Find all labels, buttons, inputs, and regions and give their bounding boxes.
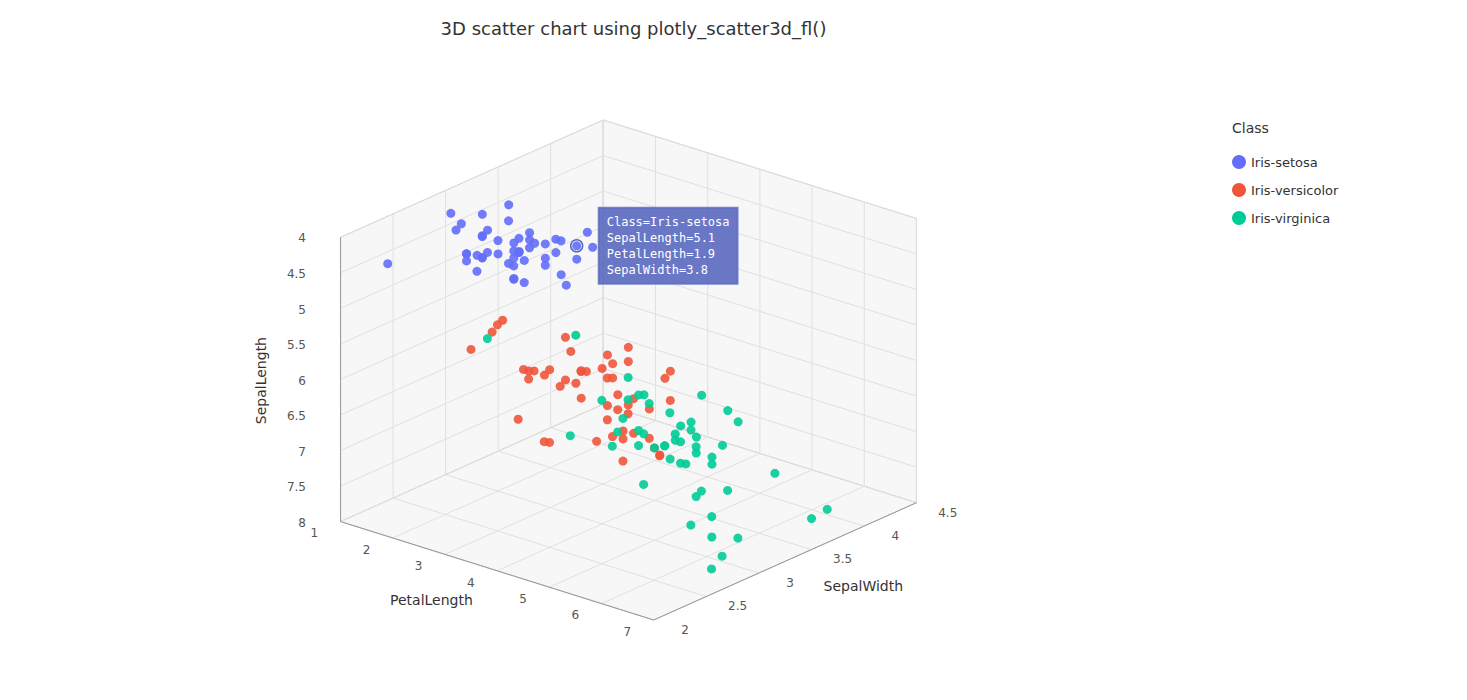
svg-text:2.5: 2.5 (728, 599, 747, 613)
svg-text:4: 4 (891, 529, 899, 543)
svg-text:SepalWidth: SepalWidth (824, 578, 904, 594)
svg-text:6: 6 (571, 608, 579, 622)
svg-text:4.5: 4.5 (938, 506, 957, 520)
svg-text:SepalLength: SepalLength (253, 337, 269, 424)
svg-text:3D scatter chart using plotly_: 3D scatter chart using plotly_scatter3d_… (441, 18, 827, 40)
svg-text:5.5: 5.5 (287, 338, 306, 352)
svg-text:3: 3 (786, 576, 794, 590)
svg-text:4: 4 (298, 231, 306, 245)
svg-text:5: 5 (298, 303, 306, 317)
svg-text:3.5: 3.5 (833, 552, 852, 566)
svg-text:Iris-versicolor: Iris-versicolor (1251, 183, 1339, 198)
svg-text:6: 6 (298, 374, 306, 388)
svg-text:Iris-setosa: Iris-setosa (1251, 155, 1318, 170)
svg-text:Iris-virginica: Iris-virginica (1251, 211, 1330, 226)
svg-text:7: 7 (298, 445, 306, 459)
svg-text:Class=Iris-setosa: Class=Iris-setosa (607, 215, 730, 229)
svg-text:Class: Class (1232, 120, 1269, 136)
svg-text:SepalLength=5.1: SepalLength=5.1 (607, 231, 715, 245)
svg-text:8: 8 (298, 516, 306, 530)
svg-text:PetalLength: PetalLength (390, 592, 473, 608)
svg-text:2: 2 (363, 543, 371, 557)
svg-text:3: 3 (415, 559, 423, 573)
svg-text:1: 1 (310, 526, 318, 540)
svg-text:2: 2 (681, 623, 689, 637)
svg-text:7: 7 (624, 625, 632, 639)
svg-text:5: 5 (519, 592, 527, 606)
svg-text:7.5: 7.5 (287, 480, 306, 494)
svg-text:4.5: 4.5 (287, 267, 306, 281)
svg-text:6.5: 6.5 (287, 409, 306, 423)
svg-text:4: 4 (467, 576, 475, 590)
svg-text:PetalLength=1.9: PetalLength=1.9 (607, 247, 715, 261)
svg-text:SepalWidth=3.8: SepalWidth=3.8 (607, 263, 708, 277)
